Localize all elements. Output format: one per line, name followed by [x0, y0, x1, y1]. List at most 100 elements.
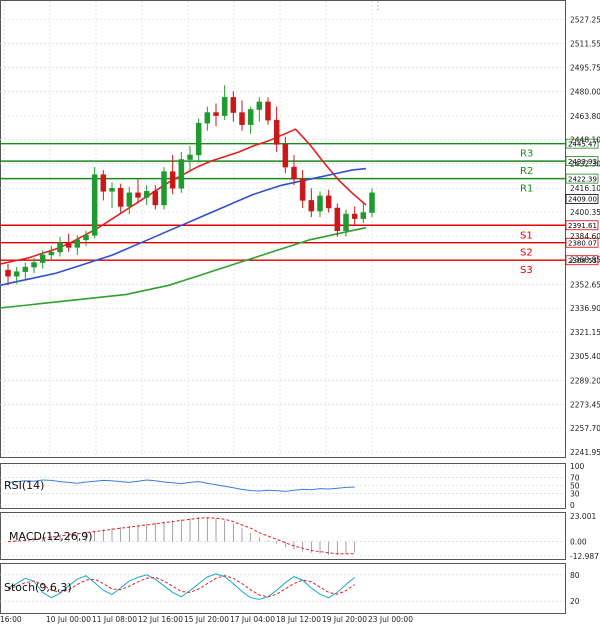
stoch-panel — [0, 563, 566, 614]
macd-tick-label: 0.00 — [570, 538, 587, 547]
level-label-r1: R1 — [520, 184, 533, 195]
main-panel — [0, 0, 566, 458]
level-value-r1: 2422.39 — [568, 175, 597, 183]
x-tick-label: 12 Jul 16:00 — [138, 615, 183, 624]
candle-up — [369, 192, 375, 213]
stoch-k-line — [7, 573, 356, 600]
rsi-line — [7, 479, 355, 492]
rsi-tick-label: 70 — [570, 474, 580, 483]
y-tick-label: 2384.60 — [570, 232, 600, 241]
candle-up — [317, 195, 323, 212]
candle-down — [282, 144, 289, 168]
rsi-tick-label: 30 — [570, 489, 580, 498]
level-value-s2: 2380.07 — [568, 240, 597, 248]
level-label-s1: S1 — [520, 230, 533, 241]
y-tick-label: 2527.25 — [570, 16, 600, 25]
rsi-tick-label: 50 — [570, 482, 580, 491]
y-tick-label: 2400.35 — [570, 208, 600, 217]
candle-up — [74, 239, 81, 248]
macd-label: MACD(12,26,9) — [9, 530, 93, 543]
stoch-tick-label: 20 — [570, 597, 580, 606]
level-tag-s2 — [565, 237, 599, 248]
rsi-label: RSI(14) — [4, 479, 44, 492]
y-tick-label: 2336.90 — [570, 304, 600, 313]
y-tick-label: 2289.20 — [570, 376, 600, 385]
candle-down — [239, 112, 245, 125]
y-tick-label: 2241.95 — [570, 448, 600, 457]
candle-up — [187, 154, 193, 160]
stoch-d-line — [7, 575, 355, 598]
x-tick-label: 15 Jul 20:00 — [184, 615, 229, 624]
x-tick-label: 17 Jul 04:00 — [230, 615, 275, 624]
level-tag-r1 — [565, 173, 599, 184]
ma-line-ma100 — [0, 226, 367, 309]
y-tick-label: 2463.80 — [570, 112, 600, 121]
x-tick-label: 18 Jul 12:00 — [276, 615, 321, 624]
level-label-r2: R2 — [520, 166, 533, 177]
level-tag-r3 — [565, 138, 599, 149]
candle-down — [308, 200, 315, 212]
level-label-r3: R3 — [520, 149, 533, 160]
candle-up — [221, 97, 228, 116]
current-price-value: 2409.00 — [568, 196, 597, 204]
candle-up — [31, 262, 37, 268]
level-value-r3: 2445.47 — [568, 140, 597, 148]
y-tick-label: 2368.85 — [570, 256, 600, 265]
candle-down — [213, 112, 219, 116]
candle-down — [100, 174, 107, 192]
candle-up — [109, 188, 115, 192]
candle-up — [161, 171, 167, 206]
x-tick-label: 10 Jul 00:00 — [46, 615, 91, 624]
candle-up — [39, 254, 46, 263]
y-tick-label: 2448.10 — [570, 136, 600, 145]
current-price-tag — [565, 194, 599, 204]
x-tick-label: 23 Jul 00:00 — [368, 615, 413, 624]
candle-down — [351, 213, 358, 219]
candle-up — [204, 112, 211, 124]
y-tick-label: 2416.10 — [570, 184, 600, 193]
candle-up — [13, 271, 20, 277]
candle-down — [325, 195, 332, 209]
rsi-panel — [0, 463, 566, 509]
y-tick-label: 2257.70 — [570, 424, 600, 433]
stoch-label: Stoch(9,6,3) — [4, 581, 72, 594]
candle-down — [299, 178, 306, 201]
candle-up — [195, 122, 202, 156]
candle-up — [126, 192, 133, 207]
candle-down — [265, 101, 271, 121]
candle-down — [334, 207, 341, 231]
level-label-s3: S3 — [520, 265, 533, 276]
y-tick-label: 2305.40 — [570, 352, 600, 361]
candle-down — [135, 192, 141, 198]
candle-up — [247, 109, 254, 125]
ellipsis-marker[interactable]: ⋮ — [373, 1, 383, 12]
candle-down — [5, 269, 11, 277]
level-value-s3: 2368.53 — [568, 257, 597, 265]
level-value-r2: 2433.93 — [568, 158, 597, 166]
y-tick-label: 2321.15 — [570, 328, 600, 337]
candle-down — [273, 119, 280, 145]
candle-down — [291, 166, 297, 180]
candle-up — [91, 174, 98, 236]
candle-up — [83, 235, 89, 241]
candle-up — [57, 242, 63, 253]
rsi-tick-label: 0 — [570, 501, 575, 510]
candle-up — [143, 191, 150, 198]
candle-down — [65, 242, 72, 248]
level-tag-s1 — [565, 220, 599, 231]
macd-signal-line — [7, 517, 355, 555]
x-tick-label: 11 Jul 08:00 — [92, 615, 137, 624]
candle-up — [343, 213, 349, 231]
level-tag-s3 — [565, 255, 599, 266]
stoch-tick-label: 80 — [570, 571, 580, 580]
y-tick-label: 2352.65 — [570, 280, 600, 289]
level-tag-r2 — [565, 156, 599, 167]
candle-down — [117, 188, 124, 207]
y-tick-label: 2480.00 — [570, 87, 600, 96]
y-tick-label: 2511.55 — [570, 40, 600, 49]
candle-up — [178, 159, 185, 189]
candle-down — [152, 191, 159, 206]
level-value-s1: 2391.61 — [568, 222, 597, 230]
x-tick-label: 16:00 — [0, 615, 22, 624]
